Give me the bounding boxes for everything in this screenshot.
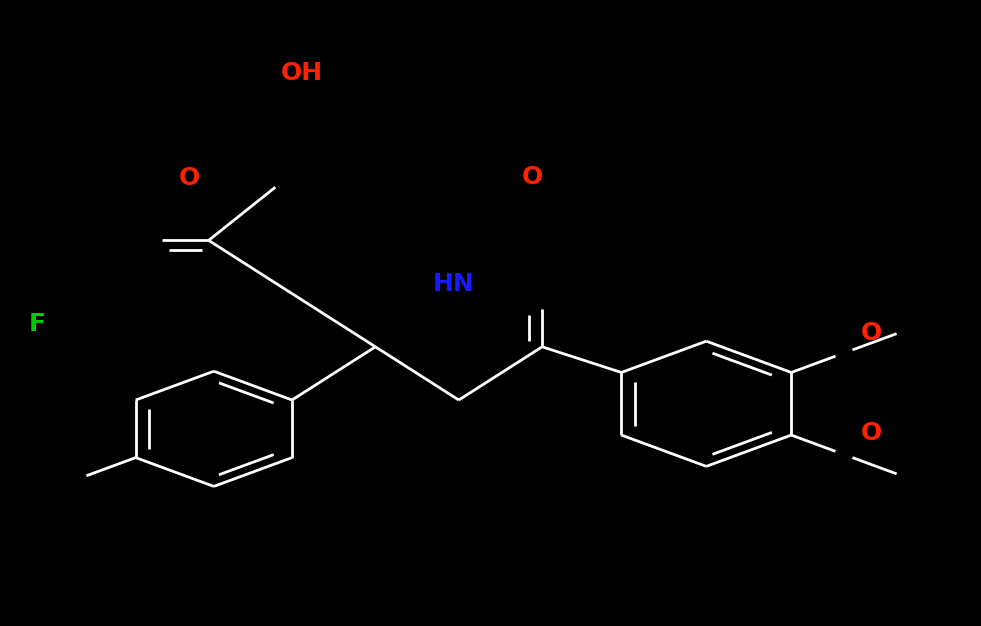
Text: O: O xyxy=(860,321,882,345)
Text: HN: HN xyxy=(433,272,474,296)
Text: O: O xyxy=(179,167,200,190)
Text: O: O xyxy=(522,165,543,188)
Text: OH: OH xyxy=(282,61,323,85)
Text: F: F xyxy=(28,312,46,336)
Text: O: O xyxy=(860,421,882,445)
